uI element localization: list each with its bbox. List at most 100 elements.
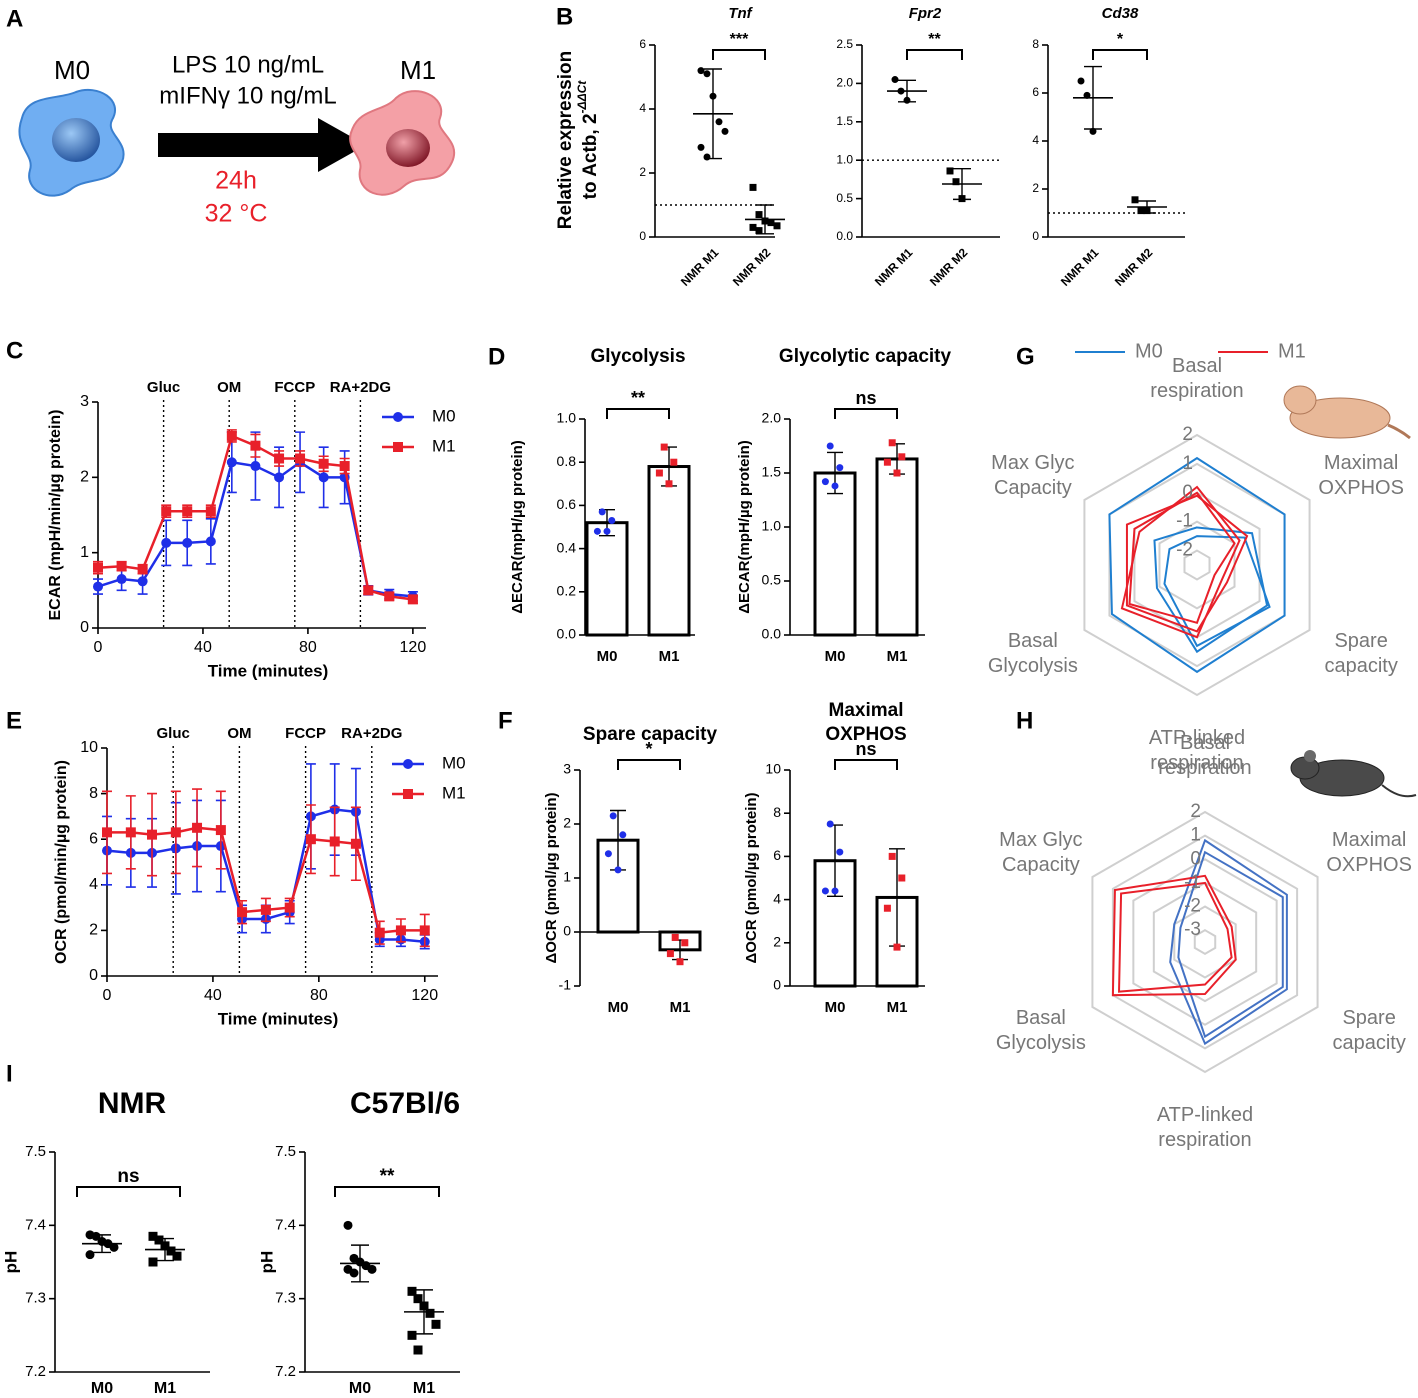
chart-title: Tnf (728, 5, 753, 22)
data-point (681, 939, 689, 947)
data-point (608, 517, 616, 525)
data-point (116, 574, 127, 585)
y-axis-label-line: to Actb, 2 (580, 113, 601, 199)
radar-line (1120, 485, 1241, 639)
chart-title: OXPHOS (825, 724, 906, 745)
animal-mouse (1290, 750, 1417, 798)
legend-label: M1 (442, 783, 466, 802)
significance: ns (855, 388, 876, 408)
significance: * (645, 739, 652, 759)
x-tick-label: 80 (310, 987, 328, 1004)
data-point (1131, 196, 1139, 204)
y-tick-label: 1.0 (762, 518, 782, 534)
axis-label: Max Glyc (991, 452, 1074, 474)
data-point (1077, 77, 1085, 85)
data-point (413, 1345, 423, 1355)
y-axis-label: pH (1, 1251, 20, 1274)
data-point (407, 1330, 417, 1340)
x-tick-label: 80 (299, 639, 317, 656)
x-tick-label: 0 (94, 639, 103, 656)
data-point (666, 950, 674, 958)
y-tick-label: 6 (89, 830, 98, 847)
axis-label: capacity (1332, 1032, 1405, 1054)
x-tick-label: 40 (204, 987, 222, 1004)
y-tick-label: 1.0 (557, 410, 577, 426)
data-point (305, 834, 316, 845)
y-tick-label: 0.4 (557, 539, 577, 555)
x-tick-label: M0 (91, 1380, 113, 1397)
event-label: RA+2DG (341, 725, 402, 742)
data-point (603, 527, 611, 535)
error-bar (415, 1289, 433, 1335)
error-bar (351, 1244, 369, 1283)
panel-label: B (556, 3, 573, 30)
data-point (898, 453, 906, 461)
bar (585, 521, 629, 637)
error-bar (1138, 200, 1156, 214)
nucleus (52, 118, 100, 162)
data-point (836, 848, 844, 856)
nucleus (386, 129, 430, 167)
arrow (158, 118, 366, 172)
x-tick-label: M1 (154, 1380, 176, 1397)
data-point (749, 223, 757, 231)
data-point (425, 1308, 435, 1318)
x-tick-label: M0 (825, 648, 846, 665)
data-point (676, 958, 684, 966)
data-point (116, 561, 127, 572)
y-tick-label: 0.8 (557, 453, 577, 469)
data-point (274, 453, 285, 464)
y-tick-label: 7.2 (275, 1363, 296, 1380)
data-point (125, 827, 136, 838)
panel-label: G (1016, 343, 1035, 370)
panel-label: C (6, 337, 23, 364)
legend-label: M0 (1135, 340, 1163, 362)
y-tick-label: 7.4 (275, 1216, 296, 1233)
data-point (85, 1250, 95, 1260)
radar-line (1111, 874, 1237, 997)
data-point (604, 850, 612, 858)
axis-label: Spare (1342, 1007, 1395, 1029)
legend-marker (403, 789, 413, 799)
legend-label: M1 (1278, 340, 1306, 362)
data-point (755, 227, 763, 235)
chart-title: Glycolytic capacity (779, 346, 952, 367)
event-label: Gluc (157, 725, 190, 742)
data-point (318, 458, 329, 469)
y-tick-label: 4 (639, 101, 646, 115)
x-tick-label: M0 (825, 999, 846, 1016)
axis-label: Capacity (1002, 854, 1080, 876)
data-point (721, 127, 729, 135)
data-point (893, 943, 901, 951)
x-tick-label: M1 (413, 1380, 435, 1397)
legend-label: M0 (432, 406, 456, 425)
data-point (660, 443, 668, 451)
y-tick-label: 2 (1032, 181, 1039, 195)
data-point (413, 1294, 423, 1304)
x-tick-label: 0 (103, 987, 112, 1004)
condition: 32 °C (205, 200, 268, 228)
grid-ring (1111, 834, 1299, 1050)
event-label: OM (227, 725, 251, 742)
data-point (374, 927, 385, 938)
data-point (831, 887, 839, 895)
axis-label: Max Glyc (999, 829, 1082, 851)
data-point (363, 585, 374, 596)
y-axis-label: ECAR (mpH/min/µg protein) (47, 410, 64, 621)
treatment: LPS 10 ng/mL (172, 51, 324, 78)
data-point (172, 1251, 182, 1261)
y-tick-label: 10 (765, 761, 781, 777)
y-tick-label: 6 (773, 847, 781, 863)
data-point (148, 1231, 158, 1241)
y-tick-label: 0.0 (836, 229, 853, 243)
x-tick-label: M1 (887, 999, 908, 1016)
axis-label: respiration (1158, 1129, 1251, 1151)
significance-bracket (834, 408, 898, 419)
axis-label: Basal (1008, 630, 1058, 652)
data-point (888, 852, 896, 860)
data-point (102, 827, 112, 838)
data-point (826, 820, 834, 828)
data-point (148, 1257, 158, 1267)
significance-bracket (906, 49, 963, 60)
